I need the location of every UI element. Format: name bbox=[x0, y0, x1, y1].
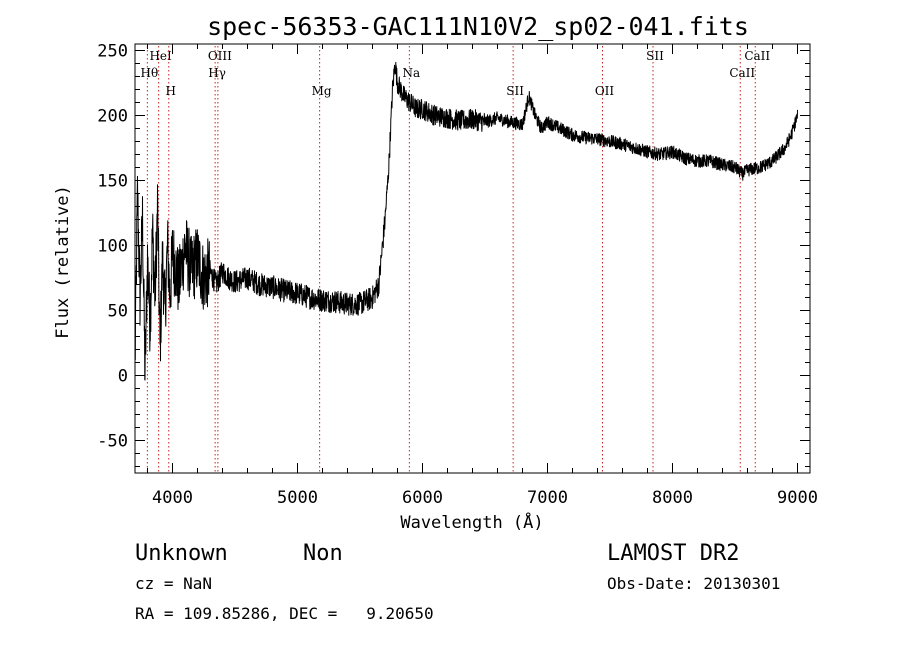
y-tick-label: 250 bbox=[97, 42, 128, 62]
plot-frame bbox=[134, 43, 811, 474]
line-marker-label-4: Hγ bbox=[208, 66, 226, 80]
line-marker-label-3: OIII bbox=[208, 49, 232, 63]
line-marker-label-6: Na bbox=[403, 66, 421, 80]
line-marker-label-7: SII bbox=[506, 84, 524, 98]
x-tick-label: 5000 bbox=[277, 488, 318, 508]
line-markers: Hθ HeI H OIII Hγ Mg Na SII OII SII CaII CaII bbox=[141, 46, 770, 473]
y-tick-label: 50 bbox=[108, 302, 128, 322]
spectrum-line bbox=[134, 61, 798, 381]
x-tick-label: 8000 bbox=[652, 488, 693, 508]
y-axis-label: Flux (relative) bbox=[53, 185, 73, 339]
y-tick-label: 100 bbox=[97, 237, 128, 257]
x-tick-label: 6000 bbox=[402, 488, 443, 508]
y-tick-label: 150 bbox=[97, 172, 128, 192]
subclass-text: Non bbox=[303, 541, 343, 566]
class-text: Unknown bbox=[135, 541, 228, 566]
line-marker-label-11: CaII bbox=[744, 49, 770, 63]
chart-title: spec-56353-GAC111N10V2_sp02-041.fits bbox=[207, 12, 749, 41]
x-axis: 4000 5000 6000 7000 8000 9000 bbox=[147, 44, 818, 508]
spectrum-series bbox=[134, 61, 798, 381]
y-axis: -50 0 50 100 150 200 250 bbox=[97, 42, 810, 467]
line-marker-label-1: HeI bbox=[149, 49, 172, 63]
y-tick-label: 0 bbox=[118, 367, 128, 387]
radec-text: RA = 109.85286, DEC = 9.20650 bbox=[135, 604, 434, 623]
line-marker-label-8: OII bbox=[595, 84, 615, 98]
y-tick-label: -50 bbox=[97, 432, 128, 452]
x-tick-label: 4000 bbox=[152, 488, 193, 508]
obsdate-text: Obs-Date: 20130301 bbox=[607, 574, 780, 593]
x-tick-label: 9000 bbox=[777, 488, 818, 508]
cz-text: cz = NaN bbox=[135, 574, 212, 593]
survey-text: LAMOST DR2 bbox=[607, 541, 739, 566]
line-marker-label-9: SII bbox=[646, 49, 664, 63]
line-marker-label-10: CaII bbox=[729, 66, 755, 80]
x-axis-label: Wavelength (Å) bbox=[400, 511, 543, 533]
x-tick-label: 7000 bbox=[527, 488, 568, 508]
line-marker-label-2: H bbox=[166, 84, 176, 98]
line-marker-label-0: Hθ bbox=[141, 66, 159, 80]
y-tick-label: 200 bbox=[97, 107, 128, 127]
line-marker-label-5: Mg bbox=[312, 84, 332, 98]
